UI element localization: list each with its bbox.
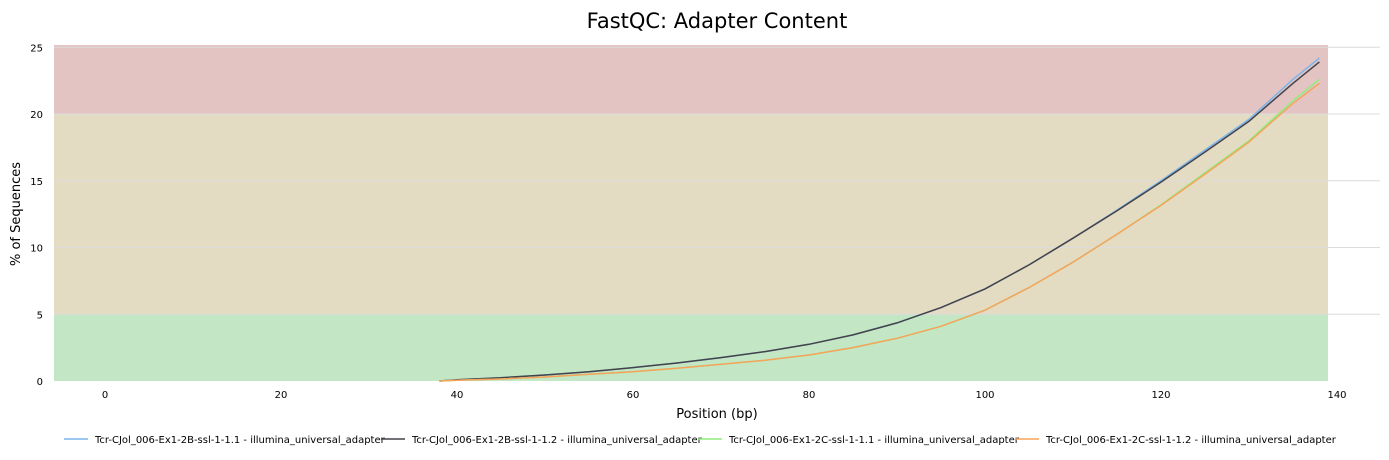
gridlines — [54, 46, 1380, 315]
x-tick-label: 120 — [1151, 390, 1170, 401]
x-tick-label: 80 — [803, 390, 816, 401]
legend-label: Tcr-CJol_006-Ex1-2B-ssl-1-1.2 - illumina… — [411, 435, 703, 446]
series-line-2 — [439, 61, 1320, 382]
legend-item[interactable]: Tcr-CJol_006-Ex1-2C-ssl-1-1.2 - illumina… — [1015, 435, 1337, 446]
legend-item[interactable]: Tcr-CJol_006-Ex1-2B-ssl-1-1.1 - illumina… — [64, 435, 386, 446]
x-tick-label: 100 — [975, 390, 994, 401]
x-tick-label: 140 — [1327, 390, 1346, 401]
y-tick-label: 0 — [37, 377, 43, 388]
y-tick-label: 5 — [37, 310, 43, 321]
band-fail — [54, 45, 1328, 114]
legend: Tcr-CJol_006-Ex1-2B-ssl-1-1.1 - illumina… — [64, 435, 1337, 446]
x-tick-label: 40 — [451, 390, 464, 401]
x-tick-label: 60 — [627, 390, 640, 401]
x-tick-label: 20 — [275, 390, 288, 401]
y-tick-label: 15 — [30, 177, 43, 188]
chart-title: FastQC: Adapter Content — [587, 9, 848, 33]
threshold-bands — [54, 45, 1328, 381]
y-tick-label: 25 — [30, 43, 43, 54]
y-axis-ticks: 0 5 10 15 20 25 — [30, 43, 43, 388]
legend-item[interactable]: Tcr-CJol_006-Ex1-2C-ssl-1-1.1 - illumina… — [698, 435, 1020, 446]
legend-label: Tcr-CJol_006-Ex1-2B-ssl-1-1.1 - illumina… — [94, 435, 386, 446]
legend-item[interactable]: Tcr-CJol_006-Ex1-2B-ssl-1-1.2 - illumina… — [381, 435, 703, 446]
series-line-4 — [439, 82, 1320, 382]
x-tick-label: 0 — [102, 390, 108, 401]
x-axis-title: Position (bp) — [676, 407, 757, 422]
legend-label: Tcr-CJol_006-Ex1-2C-ssl-1-1.2 - illumina… — [1045, 435, 1337, 446]
band-pass — [54, 314, 1328, 381]
y-tick-label: 20 — [30, 110, 43, 121]
y-tick-label: 10 — [30, 244, 43, 255]
y-axis-title: % of Sequences — [9, 162, 24, 266]
band-warn — [54, 114, 1328, 315]
x-axis-ticks: 0 20 40 60 80 100 120 140 — [102, 390, 1347, 401]
series-lines — [439, 57, 1320, 382]
legend-label: Tcr-CJol_006-Ex1-2C-ssl-1-1.1 - illumina… — [728, 435, 1020, 446]
